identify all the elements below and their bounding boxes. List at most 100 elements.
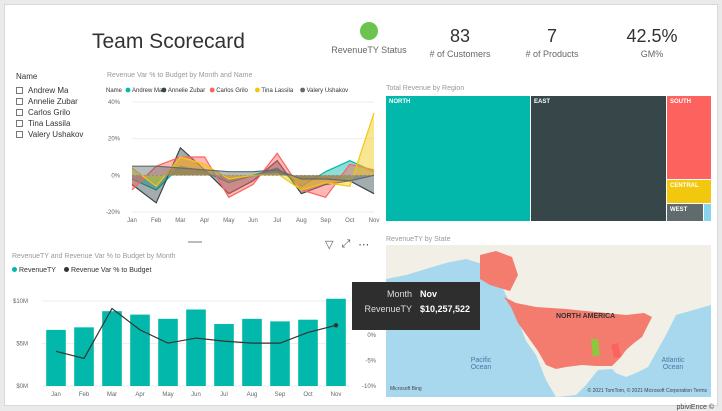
combo-chart-title: RevenueTY and Revenue Var % to Budget by… [12, 253, 176, 260]
checkbox-icon[interactable] [16, 87, 23, 94]
legend-dot-icon [12, 267, 17, 272]
bar[interactable] [214, 323, 234, 386]
checkbox-icon[interactable] [16, 120, 23, 127]
bar[interactable] [270, 321, 290, 386]
kpi-value-gm: 42.5% [626, 26, 678, 46]
bar[interactable] [326, 298, 346, 386]
x-tick-label: Jun [248, 218, 258, 224]
region-label: CENTRAL [670, 183, 699, 189]
y-tick-label: 20% [108, 137, 121, 143]
legend-item[interactable]: RevenueTY [12, 267, 56, 274]
slicer-item-label: Tina Lassila [28, 119, 71, 128]
slicer-item-label: Carlos Grilo [28, 108, 71, 117]
x-tick-label: Sep [320, 218, 331, 224]
slicer-item[interactable]: Annelie Zubar [16, 96, 83, 107]
treemap-cell-north[interactable]: NORTH [386, 96, 530, 221]
status-indicator-icon [360, 22, 378, 40]
revenue-status-card[interactable]: RevenueTY Status [330, 22, 408, 55]
visual-header-icons: ▽ ⤢ ⋯ [325, 238, 369, 251]
y2-tick-label: -5% [365, 359, 376, 365]
x-tick-label: May [162, 392, 173, 398]
bar[interactable] [74, 327, 94, 386]
tooltip-key: Month [386, 289, 412, 299]
x-tick-label: Aug [247, 392, 258, 398]
y-tick-label: -20% [106, 210, 121, 216]
legend-dot-icon [209, 87, 215, 93]
checkbox-icon[interactable] [16, 109, 23, 116]
variance-line[interactable] [55, 307, 337, 360]
bing-logo: Microsoft Bing [390, 386, 422, 392]
x-tick-label: Mar [107, 392, 117, 398]
products-card[interactable]: 7 # of Products [514, 26, 590, 59]
region-chart-title: Total Revenue by Region [386, 85, 465, 92]
report-title: Team Scorecard [92, 30, 245, 53]
legend-dot-icon [255, 87, 260, 93]
map-label-continent: NORTH AMERICA [556, 313, 616, 320]
filter-icon[interactable]: ▽ [325, 239, 334, 251]
variance-area-chart[interactable]: Name Andrew Ma Annelie Zubar Carlos Grilo Ti… [104, 82, 380, 226]
drag-handle[interactable] [188, 241, 202, 243]
checkbox-icon[interactable] [16, 131, 23, 138]
treemap-cell-east[interactable]: EAST [531, 96, 666, 221]
treemap-cell-central[interactable]: CENTRAL [667, 180, 711, 203]
checkbox-icon[interactable] [16, 98, 23, 105]
bar[interactable] [158, 318, 178, 386]
legend-label[interactable]: Andrew Ma [132, 88, 163, 94]
series-area[interactable] [132, 113, 374, 190]
var-chart-title: Revenue Var % to Budget by Month and Nam… [107, 72, 253, 79]
kpi-label-gm: GM% [640, 49, 664, 59]
slicer-item[interactable]: Tina Lassila [16, 118, 83, 129]
x-tick-label: Aug [296, 218, 307, 224]
bar[interactable] [186, 309, 206, 387]
legend-item[interactable]: Revenue Var % to Budget [63, 267, 151, 274]
x-tick-label: Jul [220, 392, 228, 398]
series-line[interactable] [131, 112, 375, 191]
tooltip-value: Nov [420, 289, 438, 299]
kpi-label-customers: # of Customers [429, 49, 491, 59]
slicer-item[interactable]: Carlos Grilo [16, 107, 83, 118]
x-tick-label: Nov [331, 392, 342, 398]
treemap-cell-other[interactable] [704, 204, 711, 221]
more-options-icon[interactable]: ⋯ [358, 239, 370, 251]
treemap-cell-west[interactable]: WEST [667, 204, 703, 221]
slicer-item[interactable]: Valery Ushakov [16, 129, 83, 140]
x-tick-label: Jul [273, 218, 281, 224]
x-tick-label: Mar [175, 218, 185, 224]
series-line[interactable] [132, 165, 375, 182]
legend-label: RevenueTY [19, 267, 56, 274]
legend-label[interactable]: Valery Ushakov [307, 88, 349, 94]
legend-label[interactable]: Carlos Grilo [216, 88, 248, 94]
legend-label[interactable]: Tina Lassila [261, 88, 293, 94]
kpi-label-status: RevenueTY Status [331, 45, 407, 55]
y2-tick-label: -10% [362, 384, 377, 390]
revenue-combo-chart[interactable]: $10M$5M$0M5%0%-5%-10%JanFebMarAprMayJunJ… [8, 280, 380, 400]
series-area[interactable] [132, 166, 374, 181]
y-tick-label: $5M [16, 342, 28, 348]
line-point[interactable] [333, 323, 339, 328]
x-tick-label: Feb [79, 392, 90, 398]
map-land [386, 245, 711, 397]
customers-card[interactable]: 83 # of Customers [420, 26, 500, 59]
bar[interactable] [298, 319, 318, 386]
x-tick-label: Nov [369, 218, 380, 224]
combo-legend: RevenueTY Revenue Var % to Budget [12, 267, 151, 274]
legend-dot-icon [161, 87, 167, 93]
y-tick-label: 40% [108, 100, 121, 106]
x-tick-label: Jan [127, 218, 137, 224]
series-line[interactable] [131, 152, 375, 199]
name-slicer: Name Andrew Ma Annelie Zubar Carlos Gril… [16, 72, 83, 140]
slicer-item[interactable]: Andrew Ma [16, 85, 83, 96]
region-label: EAST [534, 99, 551, 105]
kpi-value-products: 7 [546, 26, 557, 46]
gm-card[interactable]: 42.5% GM% [614, 26, 690, 59]
kpi-value-customers: 83 [449, 26, 471, 46]
legend-label[interactable]: Annelie Zubar [168, 88, 205, 94]
focus-mode-icon[interactable]: ⤢ [341, 238, 351, 250]
bar[interactable] [46, 329, 66, 386]
bar[interactable] [242, 318, 262, 386]
treemap-cell-south[interactable]: SOUTH [667, 96, 711, 179]
map-copyright[interactable]: © 2021 TomTom, © 2021 Microsoft Corporat… [587, 388, 707, 394]
x-tick-label: May [223, 218, 234, 224]
bar[interactable] [102, 311, 122, 386]
